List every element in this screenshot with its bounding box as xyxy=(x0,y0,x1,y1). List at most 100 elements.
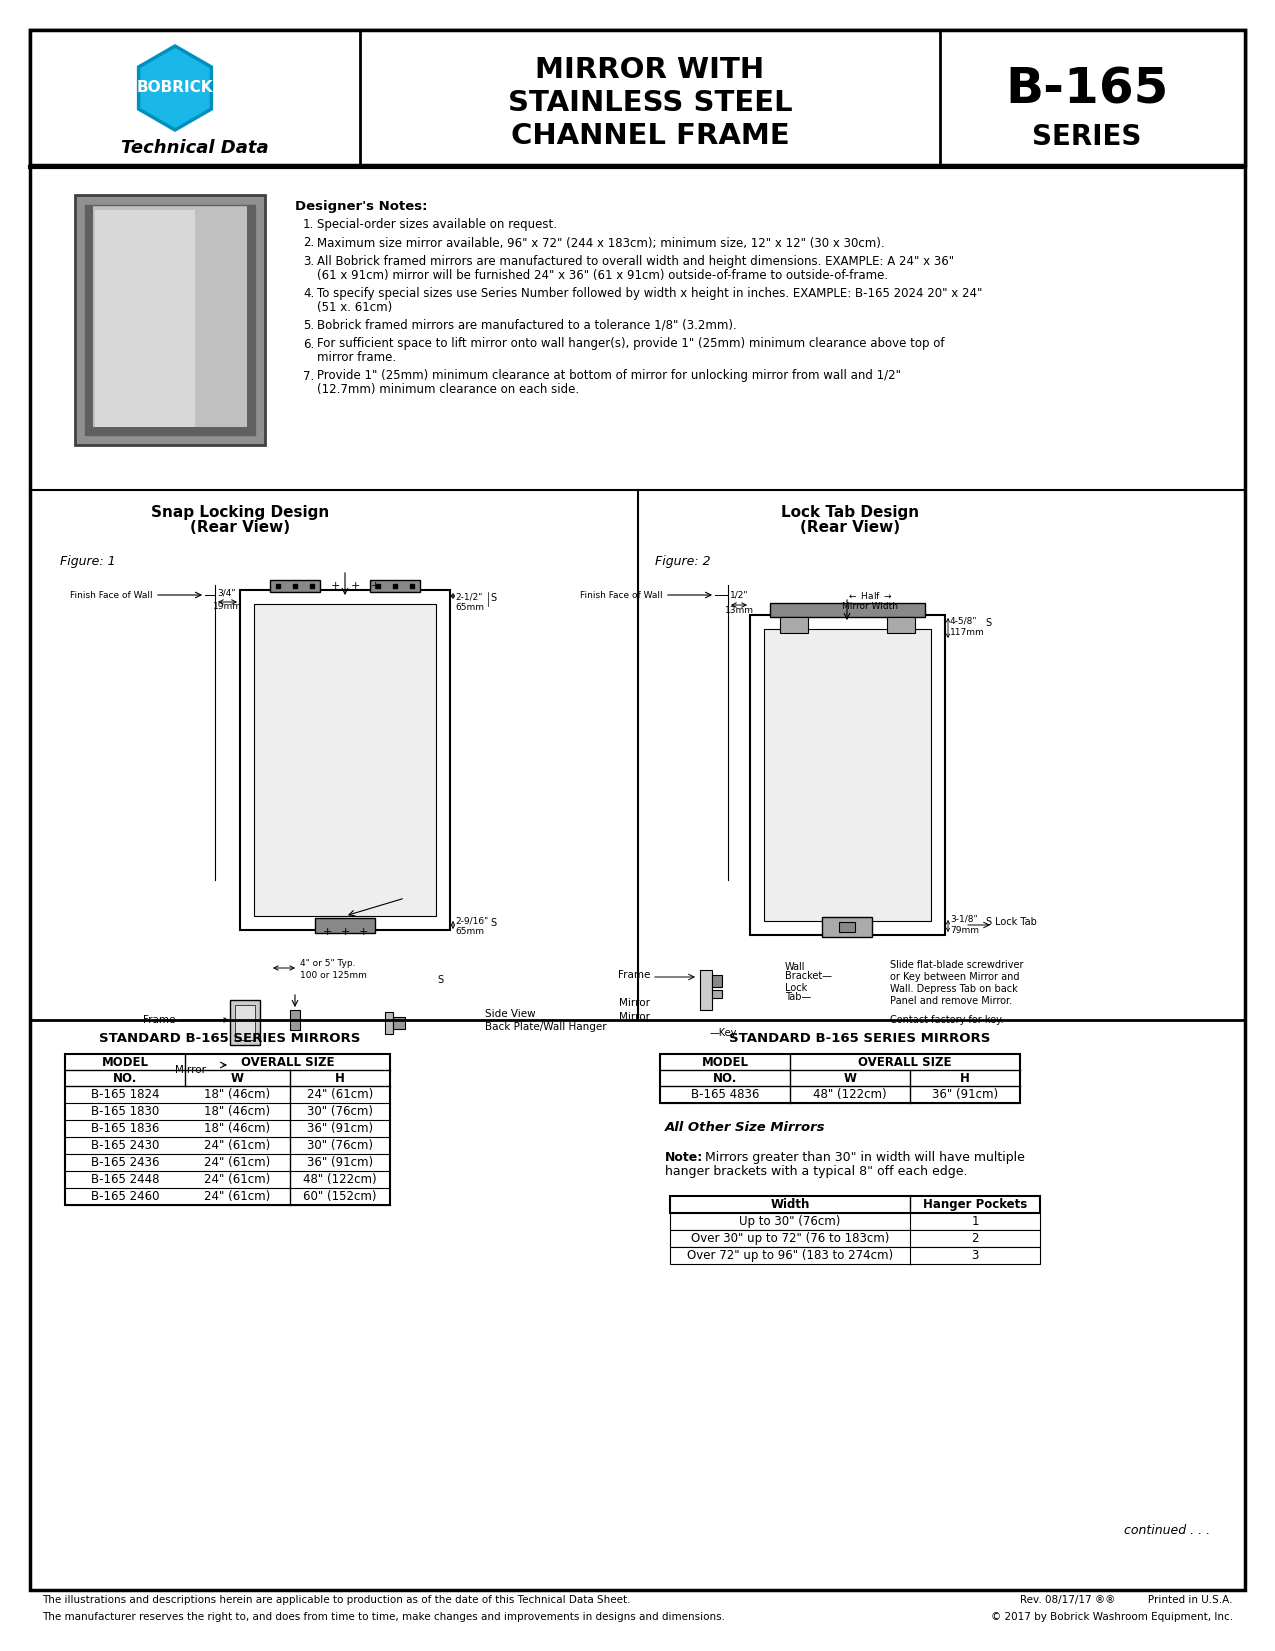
Text: (61 x 91cm) mirror will be furnished 24" x 36" (61 x 91cm) outside-of-frame to o: (61 x 91cm) mirror will be furnished 24"… xyxy=(317,269,889,282)
Text: (Rear View): (Rear View) xyxy=(190,520,289,535)
Text: S: S xyxy=(986,617,991,627)
Bar xyxy=(660,1053,1020,1103)
Text: Mirror: Mirror xyxy=(618,997,650,1009)
Text: 2.: 2. xyxy=(303,236,314,249)
Text: NO.: NO. xyxy=(713,1071,737,1085)
Text: NO.: NO. xyxy=(112,1071,138,1085)
Text: 18" (46cm): 18" (46cm) xyxy=(204,1123,270,1134)
Text: 4.: 4. xyxy=(303,287,314,300)
Text: 48" (122cm): 48" (122cm) xyxy=(303,1172,377,1185)
Text: The illustrations and descriptions herein are applicable to production as of the: The illustrations and descriptions herei… xyxy=(42,1595,631,1605)
Text: H: H xyxy=(960,1071,970,1085)
Text: S: S xyxy=(490,918,496,928)
Text: Rev. 08/17/17 ®®          Printed in U.S.A.: Rev. 08/17/17 ®® Printed in U.S.A. xyxy=(1020,1595,1233,1605)
Text: Back Plate/Wall Hanger: Back Plate/Wall Hanger xyxy=(484,1022,607,1032)
Bar xyxy=(31,30,1244,165)
Text: Over 30" up to 72" (76 to 183cm): Over 30" up to 72" (76 to 183cm) xyxy=(691,1232,889,1245)
Text: 60" (152cm): 60" (152cm) xyxy=(303,1190,376,1204)
Text: Bracket—: Bracket— xyxy=(785,971,833,981)
Bar xyxy=(235,1005,255,1040)
Text: 2-1/2": 2-1/2" xyxy=(455,593,482,601)
Bar xyxy=(240,589,450,930)
Text: 1/2": 1/2" xyxy=(729,589,748,599)
Text: S: S xyxy=(986,916,991,926)
Bar xyxy=(65,1053,390,1205)
Text: 48" (122cm): 48" (122cm) xyxy=(813,1088,887,1101)
Text: MIRROR WITH: MIRROR WITH xyxy=(536,56,765,84)
Text: STANDARD B-165 SERIES MIRRORS: STANDARD B-165 SERIES MIRRORS xyxy=(729,1032,991,1045)
Bar xyxy=(85,205,93,434)
Bar xyxy=(385,1012,393,1034)
Text: 3/4": 3/4" xyxy=(218,588,236,598)
Text: +: + xyxy=(370,581,380,591)
Text: B-165 1836: B-165 1836 xyxy=(91,1123,159,1134)
Text: Mirror Width: Mirror Width xyxy=(842,603,898,611)
Text: Maximum size mirror available, 96" x 72" (244 x 183cm); minimum size, 12" x 12" : Maximum size mirror available, 96" x 72"… xyxy=(317,236,885,249)
Ellipse shape xyxy=(372,994,427,1050)
Text: 4-5/8": 4-5/8" xyxy=(950,617,978,626)
Text: Designer's Notes:: Designer's Notes: xyxy=(295,200,427,213)
Text: (Rear View): (Rear View) xyxy=(799,520,900,535)
Bar xyxy=(315,918,375,933)
Text: Finish Face of Wall: Finish Face of Wall xyxy=(70,591,153,599)
Bar xyxy=(764,629,931,921)
Text: Up to 30" (76cm): Up to 30" (76cm) xyxy=(740,1215,840,1228)
Bar xyxy=(85,428,255,434)
Text: or Key between Mirror and: or Key between Mirror and xyxy=(890,972,1020,982)
Text: STANDARD B-165 SERIES MIRRORS: STANDARD B-165 SERIES MIRRORS xyxy=(99,1032,361,1045)
Text: 19mm: 19mm xyxy=(213,603,241,611)
Text: 36" (91cm): 36" (91cm) xyxy=(307,1156,374,1169)
Text: Figure: 1: Figure: 1 xyxy=(60,555,116,568)
Bar xyxy=(839,921,856,933)
Text: 5.: 5. xyxy=(303,319,314,332)
Text: Figure: 2: Figure: 2 xyxy=(655,555,710,568)
Bar xyxy=(370,580,419,593)
Text: +: + xyxy=(340,926,349,938)
Text: 24" (61cm): 24" (61cm) xyxy=(204,1190,270,1204)
Text: W: W xyxy=(231,1071,244,1085)
Text: 65mm: 65mm xyxy=(455,603,484,613)
Text: Width: Width xyxy=(770,1199,810,1210)
Text: 36" (91cm): 36" (91cm) xyxy=(307,1123,374,1134)
Bar xyxy=(711,991,722,997)
Text: MODEL: MODEL xyxy=(102,1055,148,1068)
Text: 65mm: 65mm xyxy=(455,926,484,936)
Ellipse shape xyxy=(680,949,770,1030)
Text: Side View: Side View xyxy=(484,1009,536,1019)
Text: All Other Size Mirrors: All Other Size Mirrors xyxy=(666,1121,825,1134)
Bar xyxy=(822,916,872,938)
Text: Contact factory for key.: Contact factory for key. xyxy=(890,1015,1003,1025)
Text: CHANNEL FRAME: CHANNEL FRAME xyxy=(510,122,789,150)
Bar xyxy=(669,1230,1040,1247)
Text: (12.7mm) minimum clearance on each side.: (12.7mm) minimum clearance on each side. xyxy=(317,383,579,396)
Text: 24" (61cm): 24" (61cm) xyxy=(204,1172,270,1185)
Bar xyxy=(85,205,255,434)
Text: 3.: 3. xyxy=(303,254,314,267)
Text: 2-9/16": 2-9/16" xyxy=(455,916,488,925)
Text: Lock Tab Design: Lock Tab Design xyxy=(780,505,919,520)
Text: 30" (76cm): 30" (76cm) xyxy=(307,1105,374,1118)
Text: 4" or 5" Typ.: 4" or 5" Typ. xyxy=(300,959,356,969)
Text: SERIES: SERIES xyxy=(1033,124,1141,150)
Bar xyxy=(780,617,808,632)
Bar xyxy=(393,1017,405,1029)
Ellipse shape xyxy=(283,992,338,1047)
Text: 36" (91cm): 36" (91cm) xyxy=(932,1088,998,1101)
Text: 13mm: 13mm xyxy=(724,606,754,616)
Text: —Key: —Key xyxy=(710,1029,737,1038)
Text: hanger brackets with a typical 8" off each edge.: hanger brackets with a typical 8" off ea… xyxy=(666,1166,968,1179)
Text: H: H xyxy=(335,1071,346,1085)
Bar xyxy=(254,604,436,916)
Text: Technical Data: Technical Data xyxy=(121,139,269,157)
Text: 1: 1 xyxy=(972,1215,979,1228)
Bar xyxy=(247,205,255,434)
Bar xyxy=(230,1001,260,1045)
Text: Snap Locking Design: Snap Locking Design xyxy=(150,505,329,520)
Bar xyxy=(700,971,711,1010)
Text: All Bobrick framed mirrors are manufactured to overall width and height dimensio: All Bobrick framed mirrors are manufactu… xyxy=(317,254,954,267)
Text: Hanger Pockets: Hanger Pockets xyxy=(923,1199,1028,1210)
Text: B-165 2448: B-165 2448 xyxy=(91,1172,159,1185)
Text: B-165: B-165 xyxy=(1005,66,1169,114)
Bar xyxy=(289,1010,300,1030)
Text: +: + xyxy=(351,581,360,591)
